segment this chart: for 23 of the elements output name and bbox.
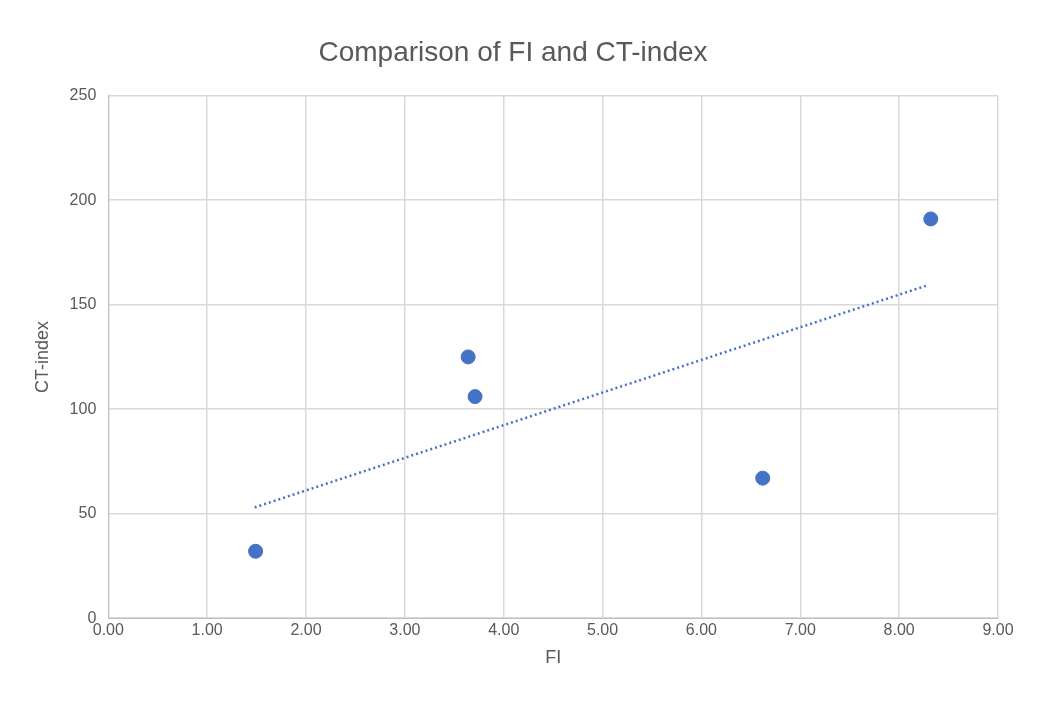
x-tick-label: 7.00 [784, 621, 816, 639]
x-tick-label: 4.00 [488, 621, 520, 639]
x-tick-label: 0.00 [92, 621, 124, 639]
point [460, 349, 476, 365]
x-tick-label: 9.00 [982, 621, 1014, 639]
x-tick-label: 8.00 [883, 621, 915, 639]
x-tick-label: 6.00 [685, 621, 718, 639]
y-tick-label: 50 [78, 504, 97, 522]
point [467, 389, 483, 405]
point [755, 470, 771, 486]
y-tick-label: 150 [69, 295, 97, 313]
x-tick-label: 2.00 [290, 621, 322, 639]
chart-title: Comparison of FI and CT-index [318, 35, 708, 67]
x-tick-label: 5.00 [587, 621, 619, 639]
y-tick-label: 250 [69, 86, 97, 104]
y-axis-title: CT-index [31, 320, 52, 393]
x-tick-label: 3.00 [389, 621, 421, 639]
x-tick-label: 1.00 [191, 621, 223, 639]
x-axis-title: FI [545, 647, 562, 668]
y-tick-label: 100 [69, 399, 97, 417]
point [248, 543, 264, 559]
point [923, 211, 939, 227]
y-tick-label: 200 [69, 190, 97, 208]
